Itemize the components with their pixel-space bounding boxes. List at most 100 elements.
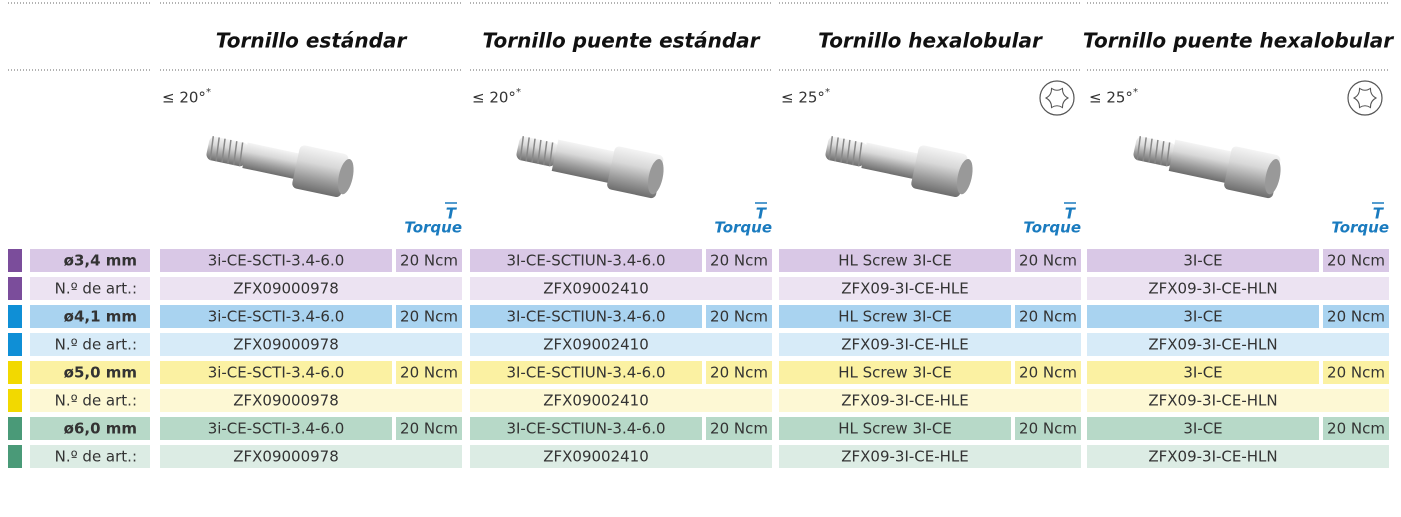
article-number: ZFX09-3I-CE-HLN [1148,280,1277,298]
code-cell [470,417,702,440]
article-number: ZFX09002410 [543,392,649,410]
code: HL Screw 3I-CE [838,364,952,382]
thread-line [857,142,863,167]
torque-label: Torque [1023,219,1081,237]
torque: 20 Ncm [400,308,458,326]
thread-line [1148,138,1153,163]
code: 3I-CE [1183,308,1222,326]
angle-label: ≤ 25°* [1089,87,1138,107]
row-marker [8,305,22,328]
column-title: Tornillo hexalobular [818,29,1043,53]
torque-cell [706,305,772,328]
torque: 20 Ncm [400,420,458,438]
thread-line [221,138,226,163]
torque-cell [1015,417,1081,440]
torque: 20 Ncm [1019,364,1077,382]
torx-shape [1044,87,1070,109]
torque-cell [396,417,462,440]
article-cell [470,389,772,412]
code-cell [1087,305,1319,328]
article-number: ZFX09002410 [543,280,649,298]
torque: 20 Ncm [1019,420,1077,438]
row-marker [8,417,22,440]
row-label-cell [30,417,150,440]
torque: 20 Ncm [710,308,768,326]
code-cell [779,417,1011,440]
screw-socket [956,158,973,195]
article-cell [160,333,462,356]
torque: 20 Ncm [1327,252,1385,270]
code-cell [779,305,1011,328]
row-label-cell [30,249,150,272]
code: 3i-CE-SCTI-3.4-6.0 [208,252,345,270]
row-label-cell [30,305,150,328]
torque: 20 Ncm [710,420,768,438]
torque-cell [1015,361,1081,384]
article-number: ZFX09-3I-CE-HLE [841,392,969,410]
angle-label: ≤ 20°* [472,87,521,107]
torque-label: Torque [714,219,772,237]
thread-line [1154,139,1159,164]
article-cell [160,445,462,468]
article-cell [470,277,772,300]
article-cell [160,277,462,300]
thread-line [548,142,554,167]
torque-cell [706,361,772,384]
torx-icon [1039,80,1075,116]
screw-socket [1264,158,1281,195]
article-number: ZFX09000978 [233,336,339,354]
torque-cell [1323,361,1389,384]
torque: 20 Ncm [1327,308,1385,326]
thread-line [531,138,536,163]
screw-image [206,136,354,198]
article-label: N.º de art.: [55,280,137,298]
diameter-label: ø6,0 mm [64,420,137,438]
torque-cell [706,249,772,272]
code-cell [1087,361,1319,384]
thread-line [834,137,839,162]
article-number: ZFX09-3I-CE-HLE [841,280,969,298]
code: 3i-CE-SCTI-3.4-6.0 [208,364,345,382]
torx-icon [1347,80,1383,116]
row-label-cell [30,333,150,356]
thread-line [1136,136,1142,161]
article-cell [470,333,772,356]
article-number: ZFX09-3I-CE-HLN [1148,448,1277,466]
row-marker [8,333,22,356]
article-label: N.º de art.: [55,392,137,410]
article-cell [1087,277,1389,300]
code: HL Screw 3I-CE [838,420,952,438]
screw-head [292,145,349,198]
angle-label: ≤ 25°* [781,87,830,107]
thread-line [828,136,834,161]
screw-shaft [861,142,921,180]
thread-line [1165,142,1171,167]
code: 3I-CE [1183,420,1222,438]
code: 3I-CE [1183,252,1222,270]
thread-line [525,137,530,162]
article-cell [1087,389,1389,412]
screw-image [1133,136,1281,199]
article-number: ZFX09-3I-CE-HLN [1148,336,1277,354]
thread-line [537,139,542,164]
thread-line [851,141,857,166]
article-cell [1087,333,1389,356]
torque: 20 Ncm [710,364,768,382]
column-title: Tornillo puente estándar [482,29,760,53]
thread-line [209,136,215,161]
screw-socket [647,158,664,195]
code-cell [470,249,702,272]
row-marker [8,249,22,272]
diameter-label: ø4,1 mm [64,308,137,326]
row-marker [8,277,22,300]
thread-line [238,142,244,167]
code-cell [470,305,702,328]
torque: 20 Ncm [710,252,768,270]
article-cell [1087,445,1389,468]
torque-symbol: T [1065,205,1077,223]
article-cell [470,445,772,468]
torque-symbol: T [446,205,458,223]
angle-mark: * [516,87,521,98]
screw-shaft [1168,139,1235,184]
